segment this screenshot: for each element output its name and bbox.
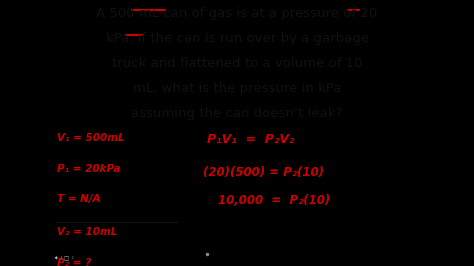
Text: P₁ = 20kPa: P₁ = 20kPa — [57, 164, 121, 174]
Text: P₁V₁  =  P₂V₂: P₁V₁ = P₂V₂ — [207, 133, 294, 146]
Text: ✦ / □ ◦: ✦ / □ ◦ — [54, 255, 74, 261]
Text: mL, what is the pressure in kPa: mL, what is the pressure in kPa — [133, 82, 341, 95]
Text: assuming the can doesn’t leak?: assuming the can doesn’t leak? — [131, 107, 343, 120]
Text: 10,000  =  P₂(10): 10,000 = P₂(10) — [218, 194, 330, 207]
Text: truck and flattened to a volume of 10: truck and flattened to a volume of 10 — [112, 57, 362, 70]
Text: V₂ = 10mL: V₂ = 10mL — [57, 227, 118, 238]
Text: kPa. If the can is run over by a garbage: kPa. If the can is run over by a garbage — [106, 32, 368, 45]
Text: V₁ = 500mL: V₁ = 500mL — [57, 133, 125, 143]
Text: T = N/A: T = N/A — [57, 194, 101, 204]
Text: A 500 mL can of gas is at a pressure of 20: A 500 mL can of gas is at a pressure of … — [96, 7, 378, 20]
Text: P₂ = ?: P₂ = ? — [57, 258, 91, 266]
Text: (20)(500) = P₂(10): (20)(500) = P₂(10) — [203, 166, 324, 179]
